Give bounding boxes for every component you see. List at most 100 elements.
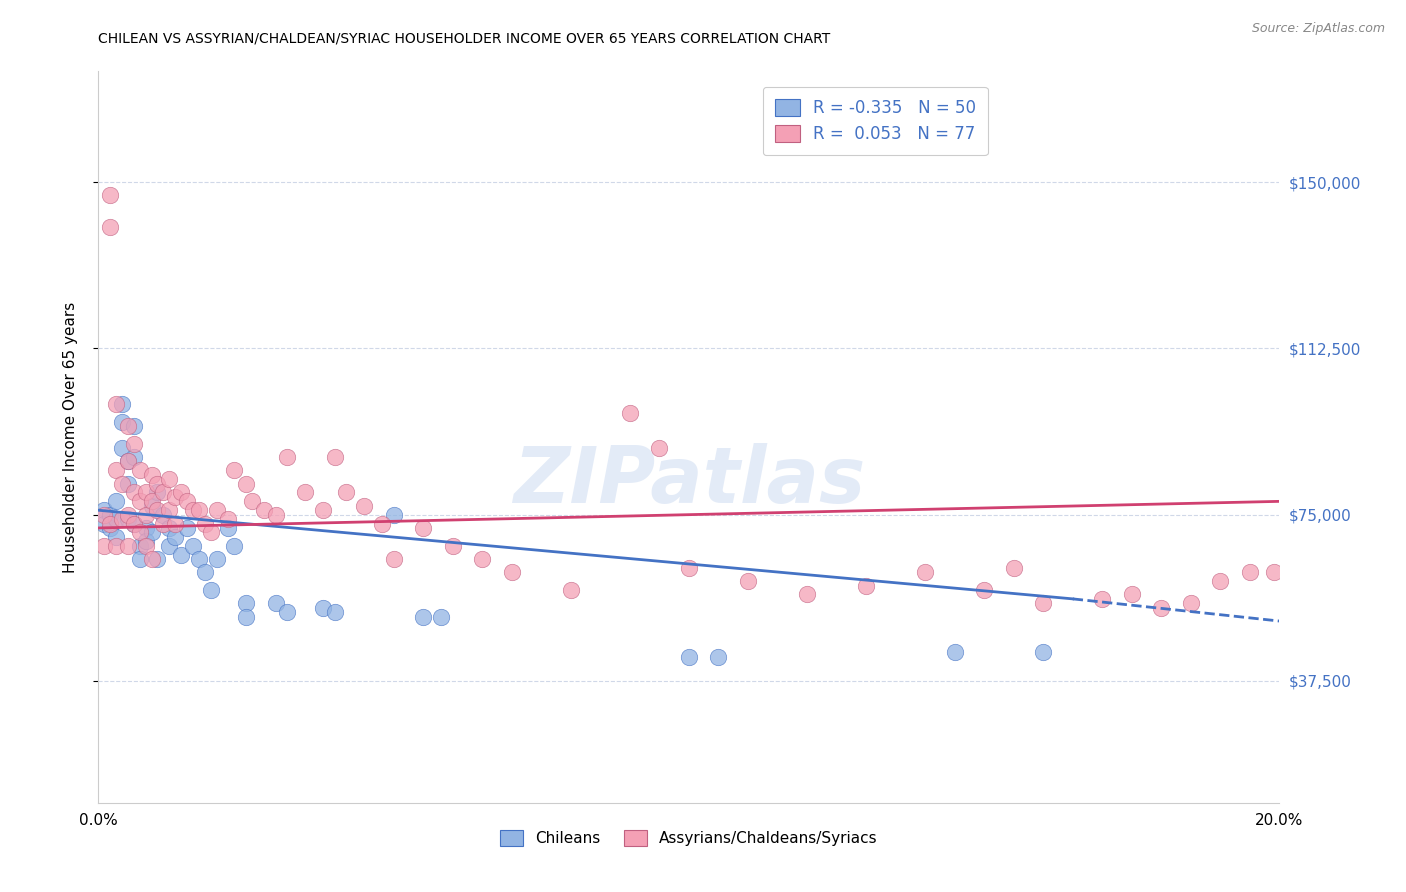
Text: CHILEAN VS ASSYRIAN/CHALDEAN/SYRIAC HOUSEHOLDER INCOME OVER 65 YEARS CORRELATION: CHILEAN VS ASSYRIAN/CHALDEAN/SYRIAC HOUS… [98,31,831,45]
Point [176,494,198,508]
Point [93,503,115,517]
Point [141,494,163,508]
Point [1032,596,1054,610]
Point [371,516,394,531]
Point [312,600,335,615]
Point [98,188,121,202]
Point [157,472,180,486]
Point [141,552,163,566]
Point [382,508,405,522]
Point [111,415,134,429]
Point [253,503,276,517]
Point [165,530,187,544]
Point [152,485,174,500]
Point [430,609,453,624]
Point [105,494,128,508]
Point [111,512,134,526]
Point [105,512,128,526]
Point [335,485,357,500]
Point [1239,566,1261,580]
Point [98,516,121,531]
Point [1180,596,1202,610]
Point [111,397,134,411]
Point [1150,600,1173,615]
Point [181,539,204,553]
Point [146,503,169,517]
Point [264,596,287,610]
Point [117,508,139,522]
Point [412,521,434,535]
Point [323,450,346,464]
Point [973,582,995,597]
Point [122,436,145,450]
Point [235,596,257,610]
Point [105,530,128,544]
Point [441,539,464,553]
Point [200,525,222,540]
Point [678,649,700,664]
Point [98,219,121,234]
Point [157,521,180,535]
Point [1121,587,1143,601]
Point [224,539,246,553]
Point [117,476,139,491]
Point [135,539,157,553]
Point [471,552,494,566]
Point [176,521,198,535]
Point [1263,566,1285,580]
Point [93,508,115,522]
Legend: Chileans, Assyrians/Chaldeans/Syriacs: Chileans, Assyrians/Chaldeans/Syriacs [492,822,886,854]
Point [914,566,936,580]
Point [93,539,115,553]
Text: ZIPatlas: ZIPatlas [513,443,865,519]
Point [157,539,180,553]
Point [353,499,375,513]
Point [205,503,228,517]
Point [128,463,150,477]
Point [128,552,150,566]
Point [276,450,298,464]
Point [1032,645,1054,659]
Point [135,521,157,535]
Point [323,605,346,619]
Point [135,534,157,549]
Point [943,645,966,659]
Point [619,406,641,420]
Point [117,419,139,434]
Point [111,476,134,491]
Point [141,525,163,540]
Point [117,512,139,526]
Point [105,463,128,477]
Point [152,516,174,531]
Point [128,494,150,508]
Point [117,539,139,553]
Point [240,494,263,508]
Point [165,516,187,531]
Point [855,578,877,592]
Point [181,503,204,517]
Point [128,525,150,540]
Point [170,548,193,562]
Point [93,516,115,531]
Point [117,454,139,468]
Point [1002,561,1025,575]
Point [294,485,316,500]
Point [1091,591,1114,606]
Point [141,499,163,513]
Point [122,516,145,531]
Point [501,566,523,580]
Point [796,587,818,601]
Point [146,485,169,500]
Point [235,609,257,624]
Point [264,508,287,522]
Point [217,512,239,526]
Text: Source: ZipAtlas.com: Source: ZipAtlas.com [1251,22,1385,36]
Point [707,649,730,664]
Point [98,521,121,535]
Point [141,467,163,482]
Point [135,485,157,500]
Point [412,609,434,624]
Point [117,454,139,468]
Point [152,508,174,522]
Point [235,476,257,491]
